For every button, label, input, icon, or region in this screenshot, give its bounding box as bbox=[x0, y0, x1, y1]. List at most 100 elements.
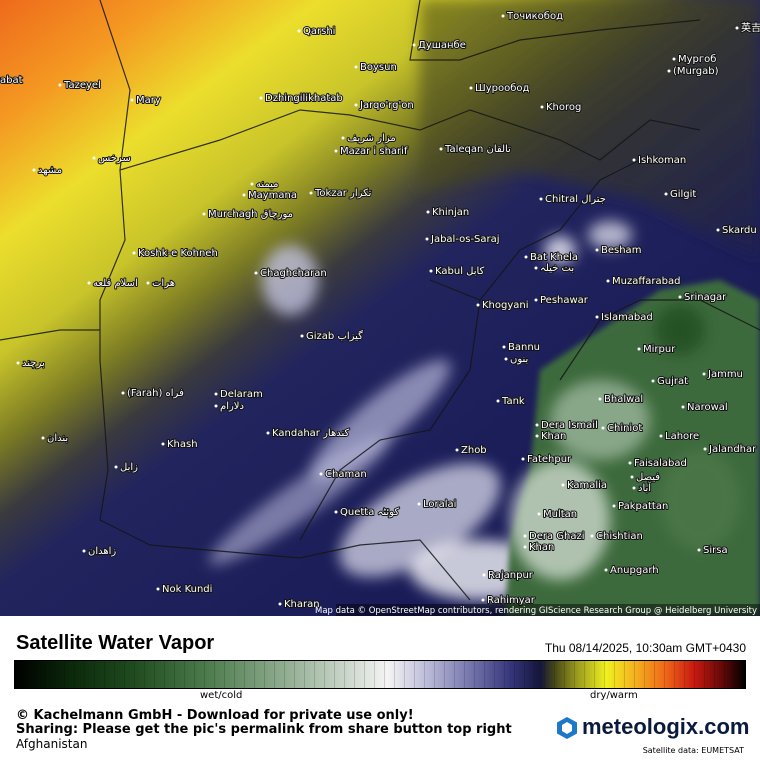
place-label: هرات bbox=[152, 278, 175, 289]
sharing-note: Sharing: Please get the pic's permalink … bbox=[16, 722, 512, 737]
data-source: Satellite data: EUMETSAT bbox=[642, 746, 744, 755]
place-dot bbox=[667, 69, 671, 73]
place-label: Sirsa bbox=[703, 545, 728, 556]
place-label: Душанбе bbox=[418, 40, 466, 51]
place-label: Rajanpur bbox=[488, 570, 534, 581]
place-dot bbox=[651, 379, 655, 383]
place-dot bbox=[612, 504, 616, 508]
place-label: Tokzar تکزار bbox=[314, 188, 372, 199]
place-label: Maymana bbox=[248, 190, 297, 201]
place-dot bbox=[87, 281, 91, 285]
place-label: Khinjan bbox=[432, 207, 469, 218]
place-dot bbox=[496, 399, 500, 403]
place-label: Мургоб bbox=[678, 54, 716, 65]
place-label: Jalandhar bbox=[708, 444, 757, 455]
place-label: Chaman bbox=[325, 469, 367, 480]
place-dot bbox=[202, 212, 206, 216]
place-dot bbox=[341, 136, 345, 140]
color-scale bbox=[14, 660, 746, 689]
place-dot bbox=[41, 436, 45, 440]
place-label: Khogyani bbox=[482, 300, 529, 311]
place-label: Tazeyel bbox=[63, 80, 101, 91]
place-dot bbox=[523, 534, 527, 538]
place-dot bbox=[502, 345, 506, 349]
place-label: Faisalabad bbox=[634, 458, 687, 469]
place-label: Kandahar کندهار bbox=[272, 428, 350, 439]
place-dot bbox=[561, 483, 565, 487]
place-dot bbox=[146, 281, 150, 285]
place-dot bbox=[534, 266, 538, 270]
place-label: Jarqo'rg'on bbox=[359, 100, 414, 111]
place-label: میمنه bbox=[256, 179, 279, 190]
place-label: Qarshi bbox=[303, 26, 335, 37]
place-label: Chitral جترال bbox=[545, 194, 606, 205]
place-label: Nok Kundi bbox=[162, 584, 212, 595]
place-dot bbox=[606, 279, 610, 283]
place-label: Kabul کابل bbox=[435, 266, 485, 277]
place-dot bbox=[114, 465, 118, 469]
place-label: Zhob bbox=[461, 445, 487, 456]
place-dot bbox=[334, 149, 338, 153]
brand[interactable]: meteologix.com bbox=[582, 714, 750, 739]
place-label: Tank bbox=[501, 396, 525, 407]
place-dot bbox=[92, 156, 96, 160]
place-dot bbox=[632, 486, 636, 490]
place-label: Точикобод bbox=[506, 11, 563, 22]
place-dot bbox=[412, 43, 416, 47]
place-label: Gujrat bbox=[657, 376, 688, 387]
place-dot bbox=[521, 457, 525, 461]
place-dot bbox=[32, 168, 36, 172]
attribution-bg bbox=[336, 604, 760, 616]
place-dot bbox=[697, 548, 701, 552]
place-dot bbox=[630, 475, 634, 479]
place-label: Koshk-e Kohneh bbox=[138, 248, 218, 259]
place-dot bbox=[524, 255, 528, 259]
place-dot bbox=[534, 298, 538, 302]
legend-high: dry/warm bbox=[590, 690, 638, 701]
place-label: Jabal-os-Saraj bbox=[430, 234, 500, 245]
place-dot bbox=[334, 510, 338, 514]
satellite-map: Qarshi Душанбе Точикобод Boysun Шурообод Мург… bbox=[0, 0, 760, 616]
place-dot bbox=[481, 598, 485, 602]
place-label: Narowal bbox=[687, 402, 728, 413]
place-dot bbox=[537, 512, 541, 516]
place-label: (Farah) فراه bbox=[127, 388, 184, 399]
place-label: Khan bbox=[541, 431, 566, 442]
place-dot bbox=[354, 65, 358, 69]
logo-icon bbox=[557, 717, 577, 739]
place-dot bbox=[300, 334, 304, 338]
place-label: Kharan bbox=[284, 599, 320, 610]
place-label: abat bbox=[0, 75, 23, 86]
place-dot bbox=[254, 271, 258, 275]
place-label: Islamabad bbox=[601, 312, 653, 323]
place-dot bbox=[482, 573, 486, 577]
place-dot bbox=[664, 192, 668, 196]
place-dot bbox=[504, 357, 508, 361]
place-dot bbox=[242, 193, 246, 197]
place-dot bbox=[132, 251, 136, 255]
borders bbox=[0, 0, 760, 601]
place-dot bbox=[501, 14, 505, 18]
place-dot bbox=[476, 303, 480, 307]
place-dot bbox=[82, 549, 86, 553]
place-label: Jammu bbox=[707, 369, 743, 380]
copyright: © Kachelmann GmbH - Download for private… bbox=[16, 708, 414, 723]
place-label: Bat Khela bbox=[530, 252, 578, 263]
place-label: فیصل bbox=[636, 472, 660, 483]
place-label: دلارام bbox=[220, 401, 244, 412]
place-label: Murchagh مورچاق bbox=[208, 209, 293, 220]
place-dot bbox=[455, 448, 459, 452]
place-label: Dera Ghazi bbox=[529, 531, 585, 542]
place-dot bbox=[535, 423, 539, 427]
place-label: Chishtian bbox=[596, 531, 643, 542]
place-dot bbox=[214, 404, 218, 408]
attribution: Map data © OpenStreetMap contributors, r… bbox=[315, 606, 757, 616]
place-dot bbox=[716, 228, 720, 232]
place-dot bbox=[637, 347, 641, 351]
place-label: Kamalia bbox=[567, 480, 607, 491]
place-label: Loralai bbox=[423, 499, 456, 510]
place-dot bbox=[595, 248, 599, 252]
place-dot bbox=[214, 392, 218, 396]
place-label: Fatehpur bbox=[527, 454, 572, 465]
place-dot bbox=[523, 545, 527, 549]
